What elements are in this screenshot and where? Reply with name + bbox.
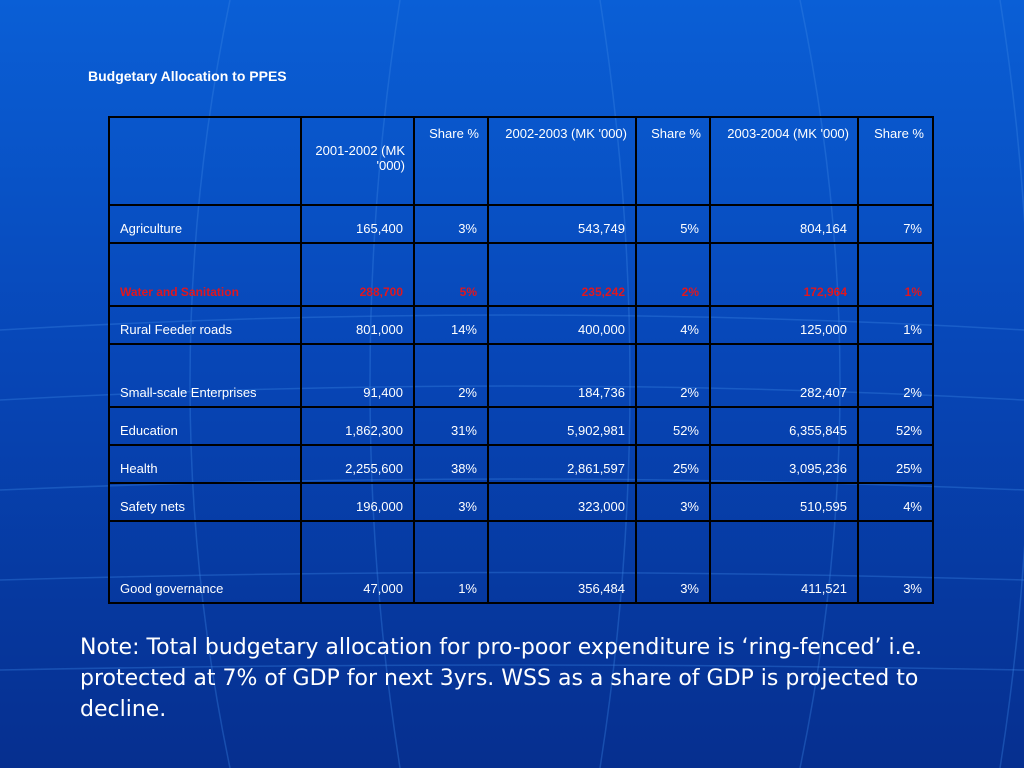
value-2001: 2,255,600 bbox=[300, 444, 415, 484]
value-2002: 2,861,597 bbox=[487, 444, 637, 484]
header-sector bbox=[108, 116, 302, 206]
value-2001: 91,400 bbox=[300, 343, 415, 408]
sector-label: Good governance bbox=[108, 520, 302, 604]
value-2001: 801,000 bbox=[300, 305, 415, 345]
share-2003: 25% bbox=[857, 444, 934, 484]
header-2002-value: 2002-2003 (MK '000) bbox=[487, 116, 637, 206]
sector-label: Small-scale Enterprises bbox=[108, 343, 302, 408]
sector-label: Safety nets bbox=[108, 482, 302, 522]
sector-label: Agriculture bbox=[108, 204, 302, 244]
table-header-row: 2001-2002 (MK '000) Share % 2002-2003 (M… bbox=[108, 116, 934, 206]
header-2001-value: 2001-2002 (MK '000) bbox=[300, 116, 415, 206]
value-2002: 323,000 bbox=[487, 482, 637, 522]
value-2002: 184,736 bbox=[487, 343, 637, 408]
value-2002: 543,749 bbox=[487, 204, 637, 244]
share-2003: 3% bbox=[857, 520, 934, 604]
table-row: Education 1,862,300 31% 5,902,981 52% 6,… bbox=[108, 406, 934, 446]
share-2002: 25% bbox=[635, 444, 711, 484]
value-2003: 172,964 bbox=[709, 242, 859, 307]
value-2003: 6,355,845 bbox=[709, 406, 859, 446]
table-row: Safety nets 196,000 3% 323,000 3% 510,59… bbox=[108, 482, 934, 522]
table-row: Health 2,255,600 38% 2,861,597 25% 3,095… bbox=[108, 444, 934, 484]
slide-note: Note: Total budgetary allocation for pro… bbox=[80, 635, 923, 722]
budget-table: 2001-2002 (MK '000) Share % 2002-2003 (M… bbox=[108, 116, 934, 604]
value-2003: 804,164 bbox=[709, 204, 859, 244]
value-2001: 196,000 bbox=[300, 482, 415, 522]
share-2002: 3% bbox=[635, 482, 711, 522]
sector-label: Water and Sanitation bbox=[108, 242, 302, 307]
share-2002: 2% bbox=[635, 242, 711, 307]
value-2002: 5,902,981 bbox=[487, 406, 637, 446]
share-2003: 7% bbox=[857, 204, 934, 244]
share-2002: 52% bbox=[635, 406, 711, 446]
header-2003-share: Share % bbox=[857, 116, 934, 206]
share-2001: 2% bbox=[413, 343, 489, 408]
value-2003: 510,595 bbox=[709, 482, 859, 522]
value-2001: 1,862,300 bbox=[300, 406, 415, 446]
share-2001: 3% bbox=[413, 204, 489, 244]
value-2003: 125,000 bbox=[709, 305, 859, 345]
table-row: Agriculture 165,400 3% 543,749 5% 804,16… bbox=[108, 204, 934, 244]
sector-label: Health bbox=[108, 444, 302, 484]
header-2003-value: 2003-2004 (MK '000) bbox=[709, 116, 859, 206]
share-2001: 1% bbox=[413, 520, 489, 604]
share-2001: 14% bbox=[413, 305, 489, 345]
share-2002: 2% bbox=[635, 343, 711, 408]
value-2002: 235,242 bbox=[487, 242, 637, 307]
header-2002-share: Share % bbox=[635, 116, 711, 206]
share-2001: 31% bbox=[413, 406, 489, 446]
share-2003: 52% bbox=[857, 406, 934, 446]
table-row: Good governance 47,000 1% 356,484 3% 411… bbox=[108, 520, 934, 604]
share-2003: 2% bbox=[857, 343, 934, 408]
value-2001: 47,000 bbox=[300, 520, 415, 604]
table-row: Rural Feeder roads 801,000 14% 400,000 4… bbox=[108, 305, 934, 345]
value-2002: 356,484 bbox=[487, 520, 637, 604]
sector-label: Rural Feeder roads bbox=[108, 305, 302, 345]
table-row: Small-scale Enterprises 91,400 2% 184,73… bbox=[108, 343, 934, 408]
sector-label: Education bbox=[108, 406, 302, 446]
share-2002: 3% bbox=[635, 520, 711, 604]
share-2001: 5% bbox=[413, 242, 489, 307]
value-2003: 3,095,236 bbox=[709, 444, 859, 484]
share-2001: 38% bbox=[413, 444, 489, 484]
value-2001: 165,400 bbox=[300, 204, 415, 244]
value-2002: 400,000 bbox=[487, 305, 637, 345]
value-2001: 288,700 bbox=[300, 242, 415, 307]
share-2001: 3% bbox=[413, 482, 489, 522]
share-2002: 5% bbox=[635, 204, 711, 244]
share-2003: 4% bbox=[857, 482, 934, 522]
value-2003: 411,521 bbox=[709, 520, 859, 604]
share-2003: 1% bbox=[857, 305, 934, 345]
share-2002: 4% bbox=[635, 305, 711, 345]
slide-title: Budgetary Allocation to PPES bbox=[88, 68, 287, 84]
table-row-highlighted: Water and Sanitation 288,700 5% 235,242 … bbox=[108, 242, 934, 307]
share-2003: 1% bbox=[857, 242, 934, 307]
value-2003: 282,407 bbox=[709, 343, 859, 408]
header-2001-share: Share % bbox=[413, 116, 489, 206]
